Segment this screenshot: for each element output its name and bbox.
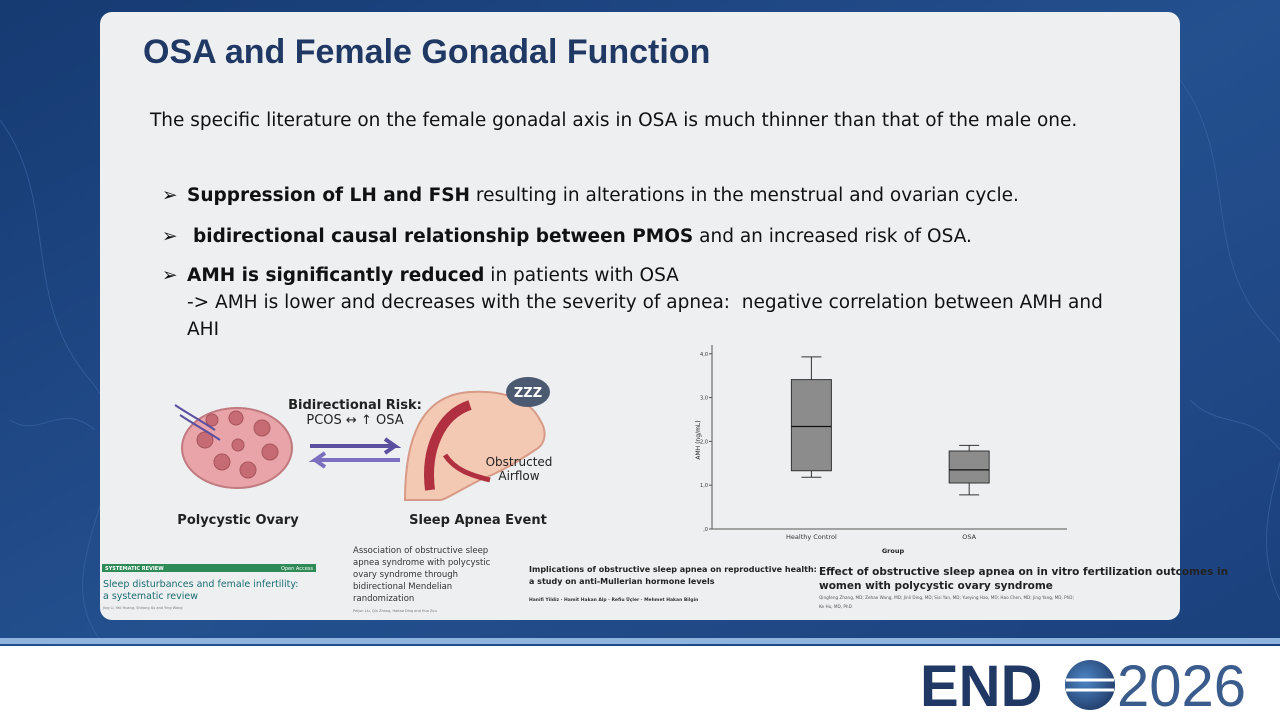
figure-label: PCOS ↔ ↑ OSA — [306, 413, 403, 428]
figure-caption: Sleep Apnea Event — [409, 513, 547, 528]
paper-authors: Jing Li, Yali Huang, Shirong Xu and Ying… — [102, 606, 182, 610]
paper-title: Implications of obstructive sleep apnea … — [529, 565, 817, 574]
bullet-bold: Suppression of LH and FSH — [187, 185, 470, 206]
background-pattern — [0, 79, 1280, 641]
bullet-marker: ➢ — [162, 185, 178, 206]
airway — [424, 400, 472, 491]
bullet-text: bidirectional causal relationship betwee… — [193, 226, 972, 247]
x-axis-label: Group — [882, 547, 905, 555]
figure-label: Obstructed — [486, 455, 553, 469]
paper-authors: Peijun Liu, Qin Zhang, Haitao Ding and H… — [353, 609, 437, 613]
footer-stripe — [0, 638, 1280, 644]
paper-thumbnails: SYSTEMATIC REVIEW Open Access Sleep dist… — [102, 546, 1228, 613]
bullet-text: Suppression of LH and FSH resulting in a… — [187, 185, 1019, 206]
paper-title: a study on anti-Mullerian hormone levels — [529, 577, 715, 586]
bullet-bold: bidirectional causal relationship betwee… — [193, 226, 693, 247]
paper-authors: Ke Hu, MD, PhD — [819, 604, 852, 609]
paper-authors: Hanifi Yildiz · Hamit Hakan Alp · Refiu … — [529, 596, 698, 603]
x-tick-label: Healthy Control — [786, 533, 837, 541]
arrow-right — [310, 437, 402, 455]
figure-caption: Polycystic Ovary — [177, 513, 299, 528]
bullets: ➢ Suppression of LH and FSH resulting in… — [162, 185, 1103, 340]
bullet-rest: resulting in alterations in the menstrua… — [470, 185, 1019, 206]
logo-globe-lines — [1066, 678, 1114, 692]
content-panel — [100, 12, 1180, 620]
paper-title: apnea syndrome with polycystic — [353, 558, 491, 568]
bullet-detail: AHI — [187, 319, 219, 340]
follicles — [196, 410, 279, 479]
logo-globe — [1065, 660, 1115, 710]
y-tick-label: 2,0 — [700, 439, 708, 445]
snore-text: ZZZ — [514, 386, 542, 401]
y-tick-label: 3,0 — [700, 396, 708, 402]
bullet-rest: in patients with OSA — [484, 265, 679, 286]
head — [403, 390, 546, 501]
paper-title: bidirectional Mendelian — [353, 582, 452, 592]
bullet-detail: -> AMH is lower and decreases with the s… — [187, 292, 1103, 313]
figure-label: Airflow — [498, 469, 539, 483]
paper-title: Association of obstructive sleep — [353, 546, 488, 556]
y-tick-label: ,0 — [703, 527, 708, 533]
bullet-bold: AMH is significantly reduced — [187, 265, 484, 286]
box — [790, 379, 832, 472]
paper-access: Open Access — [281, 566, 313, 572]
paper-title: women with polycystic ovary syndrome — [819, 580, 1053, 592]
paper-title: Effect of obstructive sleep apnea on in … — [819, 566, 1228, 578]
box-plot: AMH (ng/mL) Group ,0 1,0 2,0 3,0 4,0 Healthy … — [695, 345, 1067, 555]
paper-authors: Qingfeng Zhang, MD; Zehao Wang, MD; Jinl… — [819, 595, 1074, 600]
bullet-rest: and an increased risk of OSA. — [693, 226, 972, 247]
snore-bubble — [506, 377, 550, 407]
paper-title: randomization — [353, 594, 414, 604]
bullet-text: AMH is significantly reduced in patients… — [187, 265, 679, 286]
paper-title: Sleep disturbances and female infertilit… — [103, 579, 299, 590]
y-tick-label: 1,0 — [700, 483, 708, 489]
y-axis-label: AMH (ng/mL) — [695, 420, 702, 459]
paper-title: a systematic review — [103, 591, 198, 602]
arrow-left — [308, 451, 400, 469]
vessels — [174, 404, 221, 441]
x-tick-label: OSA — [962, 533, 976, 541]
illustration: Polycystic Ovary Bidirectional Risk: PCO… — [174, 377, 553, 528]
logo-right: 2026 — [1117, 654, 1246, 719]
bullet-marker: ➢ — [162, 265, 178, 286]
box — [948, 450, 990, 484]
figure-label: Bidirectional Risk: — [288, 398, 422, 413]
paper-title: ovary syndrome through — [353, 570, 458, 580]
slide-title: OSA and Female Gonadal Function — [143, 33, 710, 71]
paper-badge: SYSTEMATIC REVIEW — [105, 566, 164, 572]
airflow-arrow — [442, 453, 491, 483]
intro-text: The specific literature on the female go… — [149, 110, 1077, 131]
bullet-marker: ➢ — [162, 226, 178, 247]
paper-badge-bar — [102, 564, 316, 572]
logo-left: END — [920, 654, 1042, 719]
y-tick-label: 4,0 — [700, 352, 708, 358]
